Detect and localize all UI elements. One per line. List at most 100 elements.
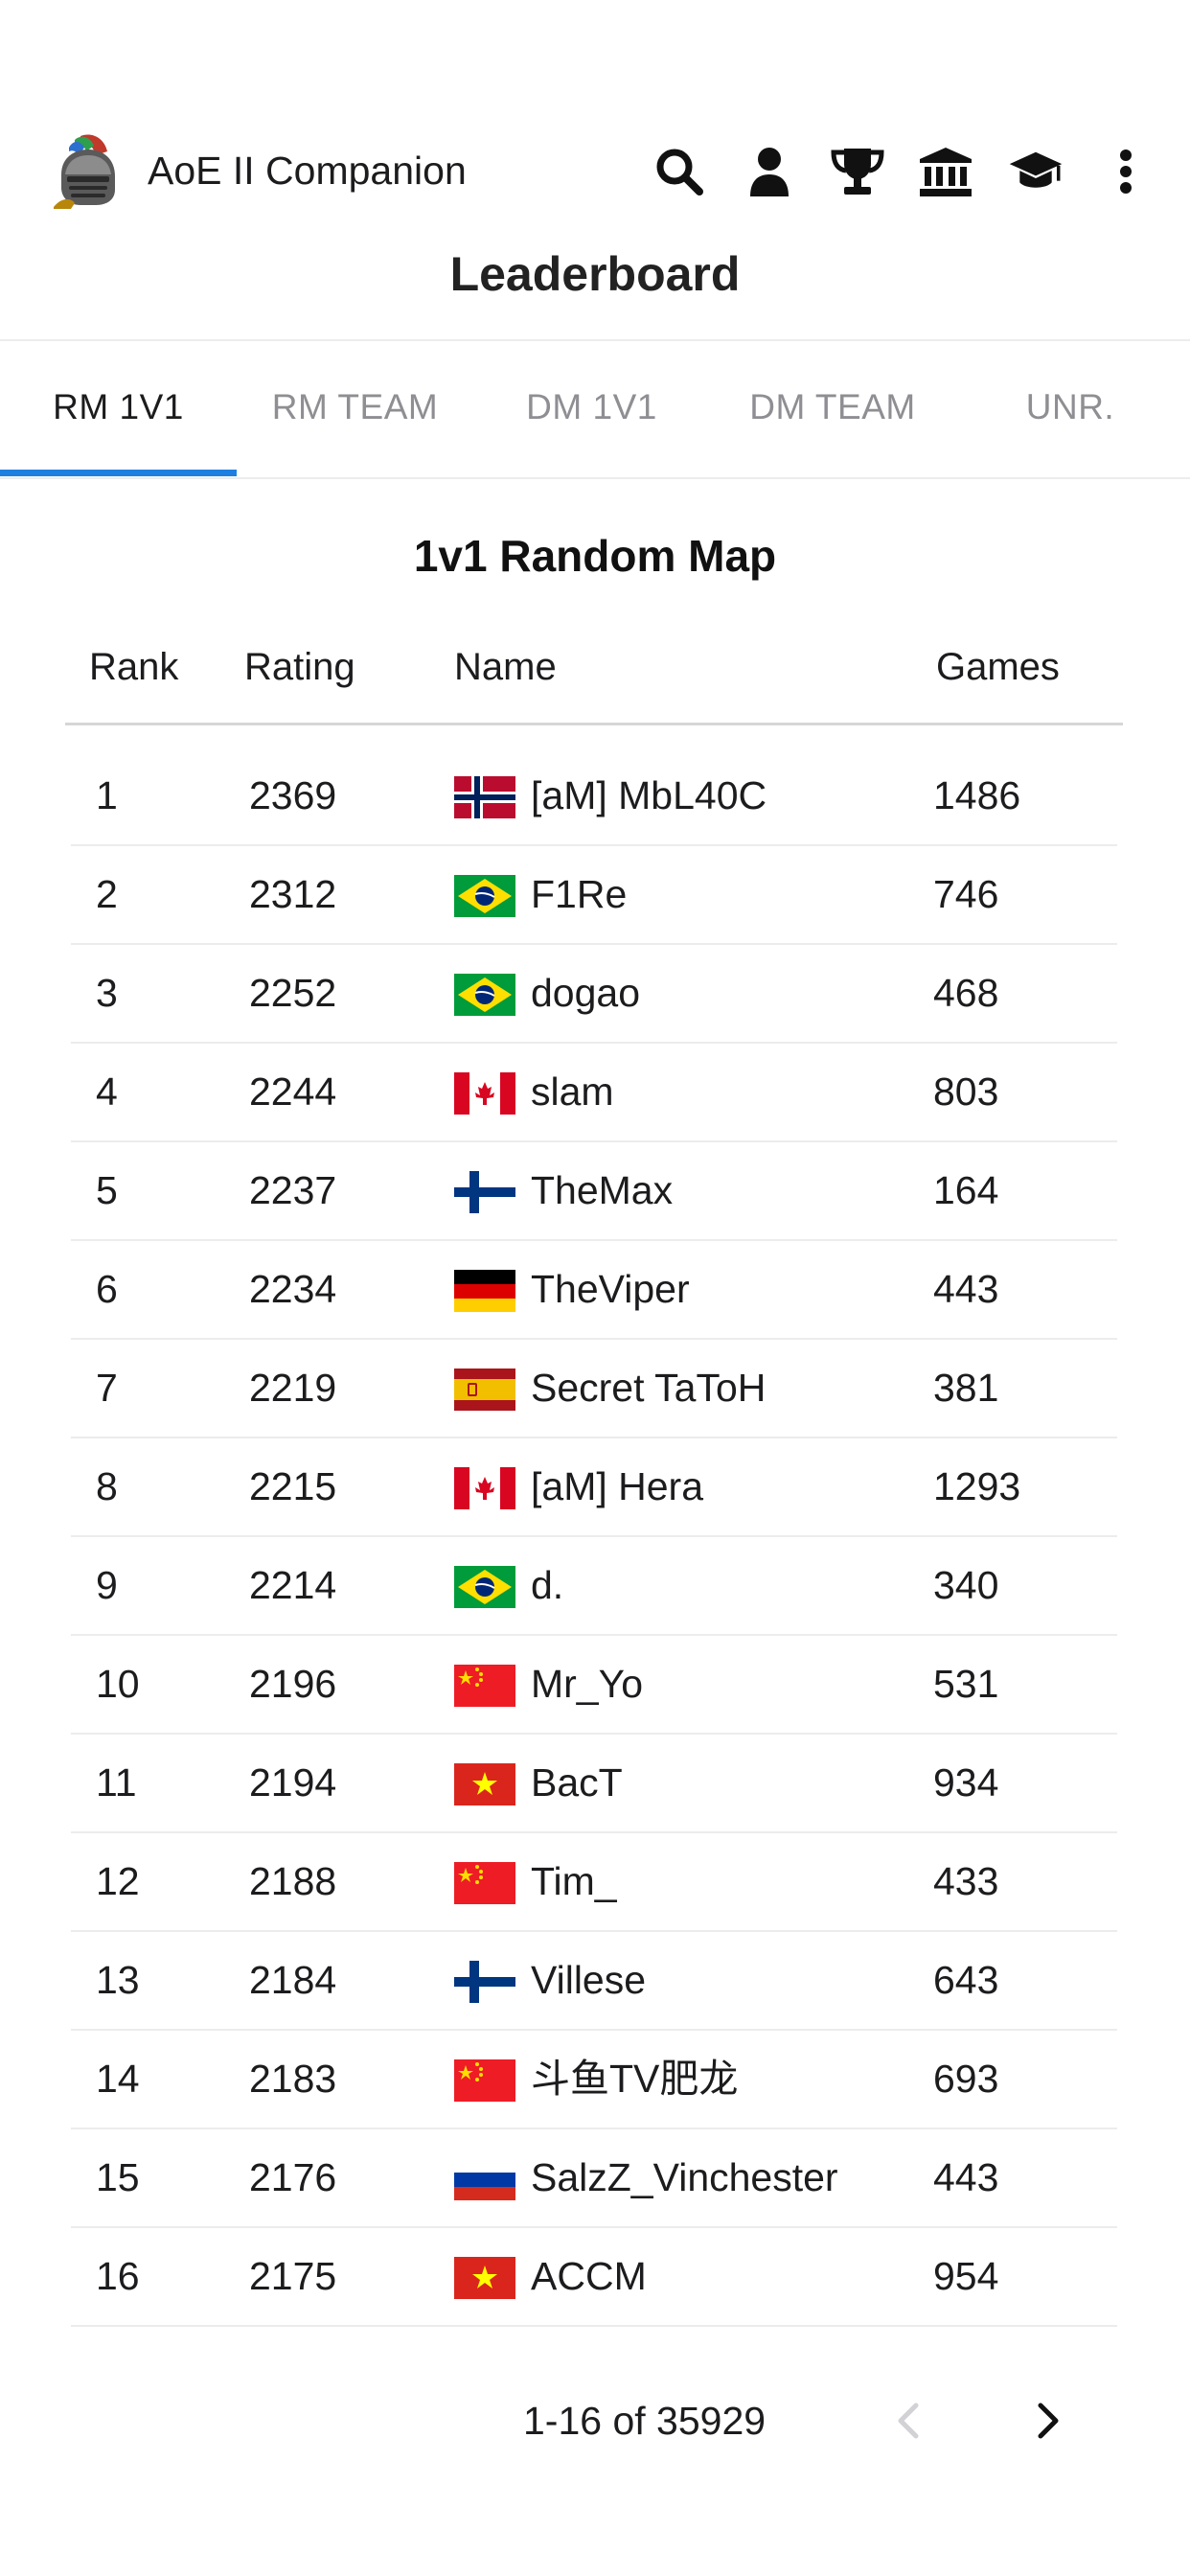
rating-cell: 2183 — [249, 2057, 337, 2101]
player-name-cell: Secret TaToH — [531, 1366, 767, 1410]
page-title: Leaderboard — [449, 247, 741, 301]
table-row[interactable]: 15 2176 SalzZ_Vinchester 443 — [71, 2129, 1117, 2228]
table-row[interactable]: 8 2215 [aM] Hera 1293 — [71, 1438, 1117, 1537]
profile-icon[interactable] — [742, 144, 797, 199]
player-name-cell: Villese — [531, 1958, 647, 2002]
rank-cell: 16 — [96, 2254, 140, 2298]
flag-brazil-icon — [454, 974, 515, 1016]
table-row[interactable]: 13 2184 Villese 643 — [71, 1932, 1117, 2031]
rating-cell: 2194 — [249, 1760, 337, 1805]
table-row[interactable]: 6 2234 TheViper 443 — [71, 1241, 1117, 1340]
table-row[interactable]: 5 2237 TheMax 164 — [71, 1142, 1117, 1241]
games-cell: 803 — [933, 1070, 999, 1114]
games-cell: 934 — [933, 1760, 999, 1805]
games-cell: 443 — [933, 2155, 999, 2199]
player-name-cell: [aM] Hera — [531, 1464, 703, 1508]
rating-cell: 2215 — [249, 1464, 337, 1508]
flag-vietnam-icon — [454, 2257, 515, 2299]
table-row[interactable]: 14 2183 斗鱼TV肥龙 693 — [71, 2031, 1117, 2129]
header-toolbar — [648, 144, 1159, 201]
table-row[interactable]: 2 2312 F1Re 746 — [71, 846, 1117, 945]
player-name-cell: TheViper — [531, 1267, 690, 1311]
rank-cell: 13 — [96, 1958, 140, 2002]
table-row[interactable]: 12 2188 Tim_ 433 — [71, 1833, 1117, 1932]
rank-cell: 12 — [96, 1859, 140, 1903]
games-cell: 381 — [933, 1366, 999, 1410]
flag-russia-icon — [454, 2158, 515, 2200]
table-row[interactable]: 10 2196 Mr_Yo 531 — [71, 1636, 1117, 1735]
tab-rm-1v1[interactable]: RM 1V1 — [53, 387, 184, 426]
next-page-button[interactable] — [1019, 2392, 1077, 2450]
rating-cell: 2175 — [249, 2254, 337, 2298]
chevron-left-icon — [898, 2403, 919, 2439]
games-cell: 531 — [933, 1662, 999, 1706]
rank-cell: 10 — [96, 1662, 140, 1706]
player-name-cell: F1Re — [531, 872, 628, 916]
games-cell: 693 — [933, 2057, 999, 2101]
tab-bar: RM 1V1 RM TEAM DM 1V1 DM TEAM UNR. — [0, 341, 1190, 479]
rating-cell: 2214 — [249, 1563, 337, 1607]
games-cell: 1486 — [933, 773, 1021, 817]
trophy-icon[interactable] — [830, 144, 885, 199]
rating-cell: 2237 — [249, 1168, 337, 1212]
rating-cell: 2188 — [249, 1859, 337, 1903]
player-name-cell: TheMax — [531, 1168, 674, 1212]
column-header-name: Name — [454, 646, 557, 688]
table-row[interactable]: 7 2219 Secret TaToH 381 — [71, 1340, 1117, 1438]
games-cell: 433 — [933, 1859, 999, 1903]
flag-canada-icon — [454, 1072, 515, 1115]
rating-cell: 2176 — [249, 2155, 337, 2199]
tab-unranked[interactable]: UNR. — [1025, 387, 1115, 426]
column-header-games: Games — [936, 646, 1060, 688]
flag-finland-icon — [454, 1961, 515, 2003]
more-icon[interactable] — [1098, 144, 1154, 199]
rank-cell: 9 — [96, 1563, 118, 1607]
tab-dm-1v1[interactable]: DM 1V1 — [526, 387, 657, 426]
flag-china-icon — [454, 2059, 515, 2102]
flag-norway-icon — [454, 776, 515, 818]
flag-brazil-icon — [454, 875, 515, 917]
app-header: AoE II Companion — [0, 0, 1190, 341]
tab-rm-team[interactable]: RM TEAM — [271, 387, 439, 426]
rank-cell: 14 — [96, 2057, 140, 2101]
rank-cell: 6 — [96, 1267, 118, 1311]
table-row[interactable]: 11 2194 BacT 934 — [71, 1735, 1117, 1833]
rating-cell: 2369 — [249, 773, 337, 817]
player-name-cell: Mr_Yo — [531, 1662, 643, 1706]
rank-cell: 7 — [96, 1366, 118, 1410]
header-divider — [65, 723, 1123, 725]
player-name-cell: BacT — [531, 1760, 623, 1805]
player-name-cell: SalzZ_Vinchester — [531, 2155, 838, 2199]
table-row[interactable]: 16 2175 ACCM 954 — [71, 2228, 1117, 2327]
flag-china-icon — [454, 1862, 515, 1904]
rank-cell: 1 — [96, 773, 118, 817]
table-row[interactable]: 3 2252 dogao 468 — [71, 945, 1117, 1044]
civilization-icon[interactable] — [918, 144, 973, 199]
chevron-right-icon — [1038, 2403, 1059, 2439]
table-row[interactable]: 9 2214 d. 340 — [71, 1537, 1117, 1636]
flag-china-icon — [454, 1665, 515, 1707]
guide-icon[interactable] — [1008, 144, 1064, 199]
player-name-cell: d. — [531, 1563, 564, 1607]
player-name-cell: 斗鱼TV肥龙 — [531, 2057, 739, 2101]
rating-cell: 2252 — [249, 971, 337, 1015]
rank-cell: 5 — [96, 1168, 118, 1212]
pagination-range: 1-16 of 35929 — [523, 2399, 767, 2443]
rating-cell: 2244 — [249, 1070, 337, 1114]
active-tab-indicator — [0, 470, 237, 476]
flag-spain-icon — [454, 1368, 515, 1411]
tab-dm-team[interactable]: DM TEAM — [749, 387, 916, 426]
search-icon[interactable] — [652, 144, 707, 199]
previous-page-button[interactable] — [880, 2392, 937, 2450]
table-row[interactable]: 1 2369 [aM] MbL40C 1486 — [71, 748, 1117, 846]
games-cell: 954 — [933, 2254, 999, 2298]
player-name-cell: [aM] MbL40C — [531, 773, 767, 817]
rating-cell: 2312 — [249, 872, 337, 916]
games-cell: 468 — [933, 971, 999, 1015]
games-cell: 1293 — [933, 1464, 1021, 1508]
column-header-rating: Rating — [244, 646, 355, 688]
flag-finland-icon — [454, 1171, 515, 1213]
flag-germany-icon — [454, 1270, 515, 1312]
table-row[interactable]: 4 2244 slam 803 — [71, 1044, 1117, 1142]
rank-cell: 3 — [96, 971, 118, 1015]
